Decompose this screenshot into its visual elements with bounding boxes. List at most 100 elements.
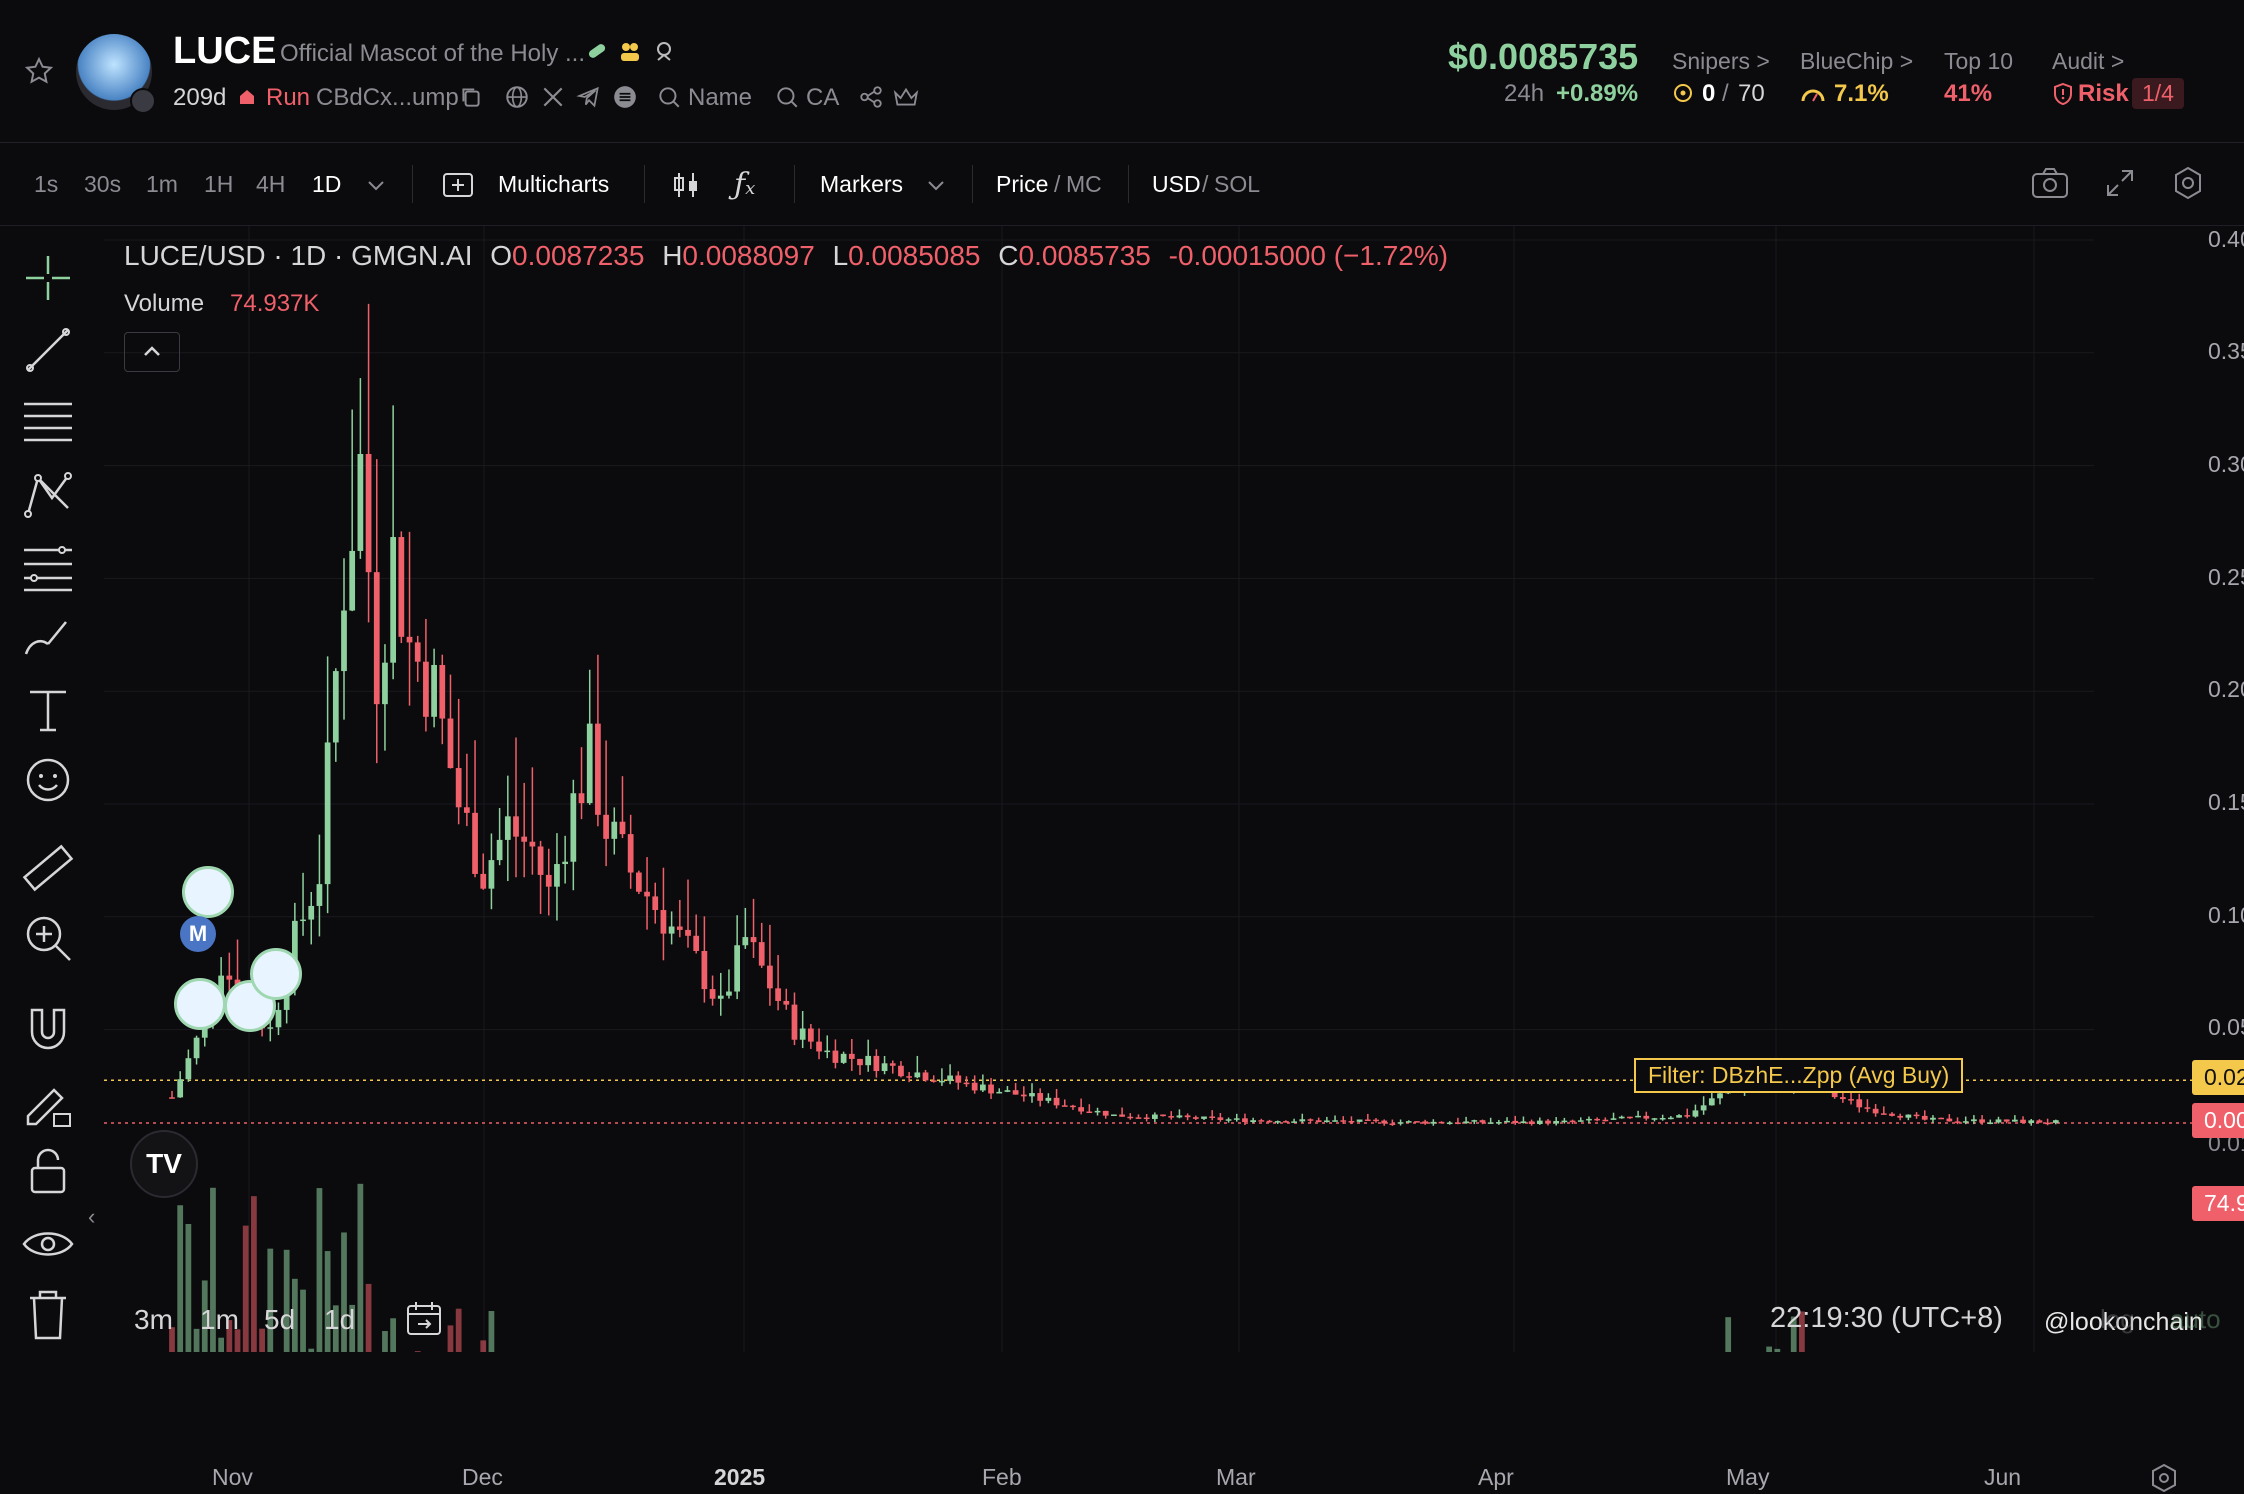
- candle-body: [1111, 1114, 1117, 1116]
- contract-address[interactable]: CBdCx...ump: [316, 84, 459, 111]
- log-scale-toggle[interactable]: log: [2100, 1304, 2135, 1334]
- auto-scale-toggle[interactable]: auto: [2170, 1304, 2221, 1334]
- candle-body: [1561, 1120, 1568, 1123]
- horizontal-lines-icon[interactable]: [20, 394, 76, 450]
- candle-body: [1037, 1093, 1044, 1101]
- volume-bar: [390, 1318, 397, 1352]
- copy-icon[interactable]: [458, 84, 484, 110]
- range-1m[interactable]: 1m: [200, 1304, 239, 1335]
- mc-toggle[interactable]: MC: [1066, 171, 1102, 197]
- candle-body: [1242, 1118, 1248, 1123]
- share-icon[interactable]: [858, 84, 884, 110]
- token-header: LUCE Official Mascot of the Holy ... 209…: [0, 0, 2244, 143]
- camera-icon[interactable]: [2030, 165, 2070, 201]
- shield-icon: [2052, 82, 2074, 106]
- candlestick-chart[interactable]: [104, 226, 2244, 1352]
- crosshair-icon[interactable]: [20, 250, 76, 306]
- snipers-label[interactable]: Snipers >: [1672, 48, 1770, 74]
- range-3m[interactable]: 3m: [134, 1304, 173, 1335]
- tradingview-logo[interactable]: TV: [130, 1130, 198, 1198]
- lock-drawings-icon[interactable]: [20, 1076, 76, 1132]
- star-icon[interactable]: [24, 56, 54, 86]
- run-label: Run: [266, 84, 311, 111]
- text-tool-icon[interactable]: [20, 682, 76, 738]
- utc-clock[interactable]: 22:19:30 (UTC+8): [1770, 1302, 2003, 1334]
- bluechip-label[interactable]: BlueChip >: [1800, 48, 1914, 74]
- m-marker[interactable]: M: [180, 916, 216, 952]
- volume-bar: [226, 1320, 233, 1352]
- collapse-legend-button[interactable]: [124, 332, 180, 372]
- candle-body: [1061, 1105, 1068, 1107]
- sol-toggle[interactable]: SOL: [1214, 171, 1261, 197]
- search-name-label[interactable]: Name: [688, 84, 753, 111]
- trash-icon[interactable]: [20, 1286, 76, 1342]
- settings-gear-icon[interactable]: [2170, 165, 2206, 201]
- candle-body: [472, 812, 478, 874]
- interval-4h[interactable]: 4H: [256, 171, 286, 197]
- interval-1d[interactable]: 1D: [312, 171, 342, 197]
- candle-body: [414, 642, 421, 662]
- telegram-icon[interactable]: [576, 84, 602, 110]
- volume-bar: [349, 1304, 356, 1352]
- unlock-icon[interactable]: [20, 1142, 76, 1198]
- add-chart-icon[interactable]: [442, 171, 474, 199]
- brush-icon[interactable]: [20, 610, 76, 666]
- usd-toggle[interactable]: USD: [1152, 171, 1201, 197]
- y-tick-label: 0.25000: [2208, 564, 2244, 590]
- price-chart[interactable]: LUCE/USD · 1D · GMGN.AI O0.0087235 H0.00…: [104, 226, 2244, 1493]
- zoom-in-icon[interactable]: [20, 910, 76, 966]
- candle-body: [1471, 1120, 1478, 1122]
- candle-body: [1921, 1115, 1928, 1120]
- audit-label[interactable]: Audit >: [2052, 48, 2125, 74]
- fib-retracement-icon[interactable]: [20, 538, 76, 594]
- markers-chevron-icon[interactable]: [926, 179, 946, 198]
- fullscreen-icon[interactable]: [2104, 167, 2136, 199]
- candle-body: [1340, 1120, 1347, 1122]
- avg-buy-label[interactable]: Filter: DBzhE...Zpp (Avg Buy): [1634, 1058, 1964, 1093]
- interval-dropdown-chevron-icon[interactable]: [366, 179, 386, 198]
- candle-body: [382, 662, 388, 705]
- candle-body: [1135, 1117, 1142, 1119]
- search-ca-icon[interactable]: [774, 84, 800, 110]
- ruler-icon[interactable]: [20, 840, 76, 896]
- volume-bar: [291, 1278, 298, 1352]
- x-twitter-icon[interactable]: [540, 84, 566, 110]
- range-1d[interactable]: 1d: [324, 1304, 356, 1335]
- goto-date-calendar-icon[interactable]: [404, 1298, 444, 1338]
- candle-body: [1283, 1121, 1289, 1123]
- eye-icon[interactable]: [20, 1216, 76, 1272]
- trader-avatar-marker[interactable]: [174, 978, 226, 1030]
- candle-body: [185, 1058, 192, 1080]
- axis-settings-gear-icon[interactable]: [2148, 1462, 2180, 1494]
- candle-body: [2003, 1119, 2010, 1122]
- candle-body: [349, 550, 356, 611]
- trend-line-icon[interactable]: [20, 322, 76, 378]
- multicharts-button[interactable]: Multicharts: [498, 171, 610, 197]
- change-24h: +0.89%: [1556, 80, 1639, 107]
- volume-bar: [480, 1340, 487, 1352]
- trader-avatar-marker[interactable]: [250, 948, 302, 1000]
- pattern-tool-icon[interactable]: [20, 466, 76, 522]
- candle-body: [291, 920, 298, 986]
- markers-dropdown[interactable]: Markers: [820, 171, 904, 197]
- collapse-toolbar-icon[interactable]: ‹: [88, 1204, 96, 1229]
- interval-1m[interactable]: 1m: [146, 171, 178, 197]
- search-name-icon[interactable]: [656, 84, 682, 110]
- candle-body: [1962, 1121, 1969, 1123]
- website-icon[interactable]: [504, 84, 530, 110]
- candle-body: [439, 664, 446, 719]
- price-toggle[interactable]: Price: [996, 171, 1049, 197]
- crown-icon[interactable]: [892, 84, 920, 110]
- interval-1h[interactable]: 1H: [204, 171, 234, 197]
- emoji-icon[interactable]: [20, 752, 76, 808]
- search-ca-label[interactable]: CA: [806, 84, 840, 111]
- candle-type-icon[interactable]: [670, 169, 702, 201]
- trader-avatar-marker[interactable]: [182, 866, 234, 918]
- indicators-fx-icon[interactable]: ƒx: [734, 167, 756, 202]
- interval-30s[interactable]: 30s: [84, 171, 122, 197]
- interval-1s[interactable]: 1s: [34, 171, 59, 197]
- magnet-icon[interactable]: [20, 1002, 76, 1058]
- range-5d[interactable]: 5d: [264, 1304, 296, 1335]
- menu-circle-icon[interactable]: [612, 84, 638, 110]
- volume-bar: [300, 1289, 306, 1352]
